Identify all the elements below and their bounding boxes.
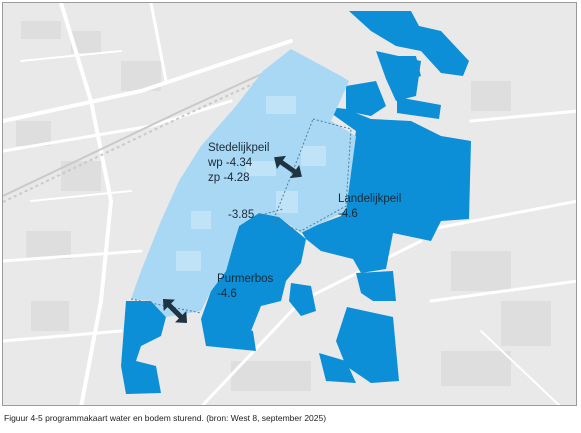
- city-texture: [176, 96, 326, 271]
- purmerbos-title: Purmerbos: [217, 273, 274, 285]
- double-arrow-icon: [162, 298, 188, 324]
- landelijk-zone: [121, 11, 471, 394]
- purmerbos-value: -4.6: [217, 288, 237, 300]
- map-frame: [2, 2, 577, 406]
- double-arrow-icon: [274, 155, 302, 179]
- stedelijk-zone: [131, 49, 356, 317]
- stedelijkpeil-zp: zp -4.28: [208, 172, 250, 184]
- landelijkpeil-value: -4.6: [338, 208, 358, 220]
- figure-caption: Figuur 4-5 programmakaart water en bodem…: [4, 413, 327, 423]
- stedelijkpeil-wp: wp -4.34: [208, 157, 253, 169]
- landelijkpeil-title: Landelijkpeil: [338, 193, 402, 205]
- map: [3, 3, 576, 405]
- building-blocks: [16, 21, 551, 391]
- local-level-label: -3.85: [228, 209, 255, 221]
- stedelijkpeil-title: Stedelijkpeil: [208, 142, 270, 154]
